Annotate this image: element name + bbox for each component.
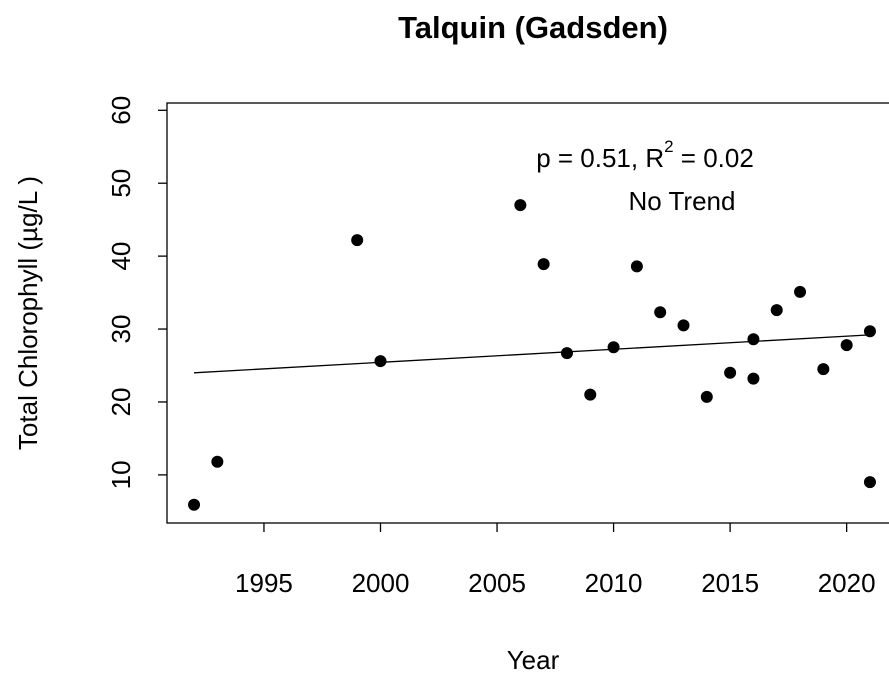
y-tick-label: 40 (106, 242, 136, 271)
x-tick-label: 2015 (701, 568, 759, 598)
point (747, 333, 760, 346)
point (817, 363, 830, 376)
point (700, 390, 713, 403)
point (537, 258, 550, 271)
point (840, 339, 853, 352)
point (607, 341, 620, 354)
y-tick-label: 60 (106, 96, 136, 125)
point (351, 234, 364, 247)
point (514, 199, 527, 212)
point (794, 285, 807, 298)
annotation-rest: = 0.02 (674, 143, 754, 173)
point (747, 372, 760, 385)
point (863, 325, 876, 338)
y-axis-label: Total Chlorophyll (µg/L ) (13, 176, 43, 450)
y-tick-label: 10 (106, 460, 136, 489)
annotation-line2: No Trend (629, 186, 736, 216)
x-tick-label: 1995 (235, 568, 293, 598)
x-axis-label: Year (507, 645, 560, 675)
y-tick-label: 20 (106, 387, 136, 416)
point (654, 306, 667, 319)
point (374, 355, 387, 368)
annotation-text: p = 0.51, R (536, 143, 664, 173)
point (211, 455, 224, 468)
plot-frame (166, 102, 889, 524)
x-tick-label: 2000 (352, 568, 410, 598)
point (188, 498, 201, 511)
point (677, 319, 690, 332)
annotation: p = 0.51, R2 = 0.02 (536, 137, 754, 172)
x-tick-label: 2005 (468, 568, 526, 598)
point (560, 347, 573, 360)
point (724, 366, 737, 379)
point (630, 260, 643, 273)
point (863, 476, 876, 489)
x-tick-label: 2010 (585, 568, 643, 598)
chart-title: Talquin (Gadsden) (398, 10, 668, 45)
annotation-sup: 2 (664, 137, 673, 156)
y-tick-label: 30 (106, 315, 136, 344)
point (770, 304, 783, 317)
x-tick-label: 2020 (818, 568, 876, 598)
trend-line (194, 334, 870, 374)
point (584, 388, 597, 401)
y-tick-label: 50 (106, 169, 136, 198)
